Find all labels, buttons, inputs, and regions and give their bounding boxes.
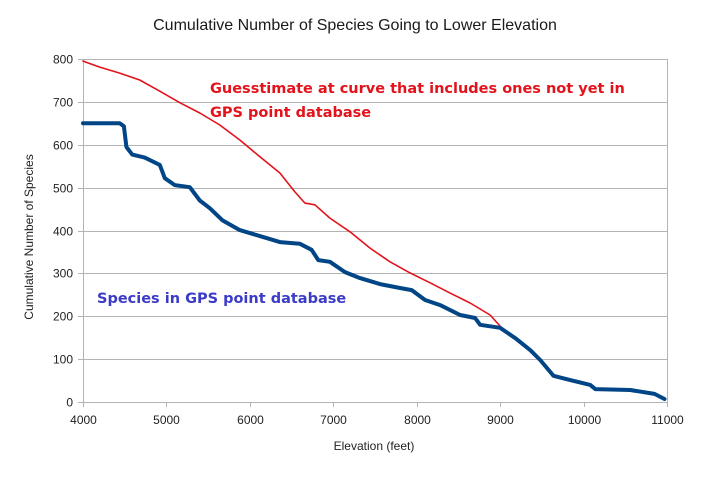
x-tick-label: 6000 — [237, 413, 264, 427]
y-tick-label: 700 — [53, 96, 73, 110]
y-tick-label: 800 — [53, 53, 73, 67]
y-tick-label: 500 — [53, 182, 73, 196]
x-tick-label: 5000 — [153, 413, 180, 427]
y-axis-label: Cumulative Number of Species — [22, 154, 36, 319]
x-axis-label: Elevation (feet) — [334, 439, 415, 453]
series-group — [81, 60, 667, 401]
x-tick-labels: 4000 5000 6000 7000 8000 9000 10000 11000 — [70, 413, 684, 427]
x-tick-label: 4000 — [70, 413, 97, 427]
y-tick-label: 0 — [66, 396, 73, 410]
series-line-guesstimate — [82, 60, 501, 327]
y-tick-label: 300 — [53, 267, 73, 281]
y-tick-label: 600 — [53, 139, 73, 153]
annotation-gps-species: Species in GPS point database — [97, 291, 346, 307]
annotation-guesstimate-line2: GPS point database — [210, 105, 371, 121]
chart-title: Cumulative Number of Species Going to Lo… — [153, 17, 557, 34]
axes — [83, 59, 668, 407]
y-tick-label: 100 — [53, 353, 73, 367]
gridlines — [78, 59, 667, 403]
series-line-gps-database — [81, 121, 667, 401]
x-tick-label: 10000 — [568, 413, 602, 427]
x-tick-label: 7000 — [320, 413, 347, 427]
y-tick-label: 400 — [53, 225, 73, 239]
x-tick-label: 11000 — [651, 413, 684, 427]
annotation-guesstimate-line1: Guesstimate at curve that includes ones … — [210, 81, 625, 97]
y-tick-labels: 0 100 200 300 400 500 600 700 800 — [53, 53, 73, 410]
x-tick-label: 8000 — [404, 413, 431, 427]
y-tick-label: 200 — [53, 310, 73, 324]
x-tick-label: 9000 — [487, 413, 514, 427]
